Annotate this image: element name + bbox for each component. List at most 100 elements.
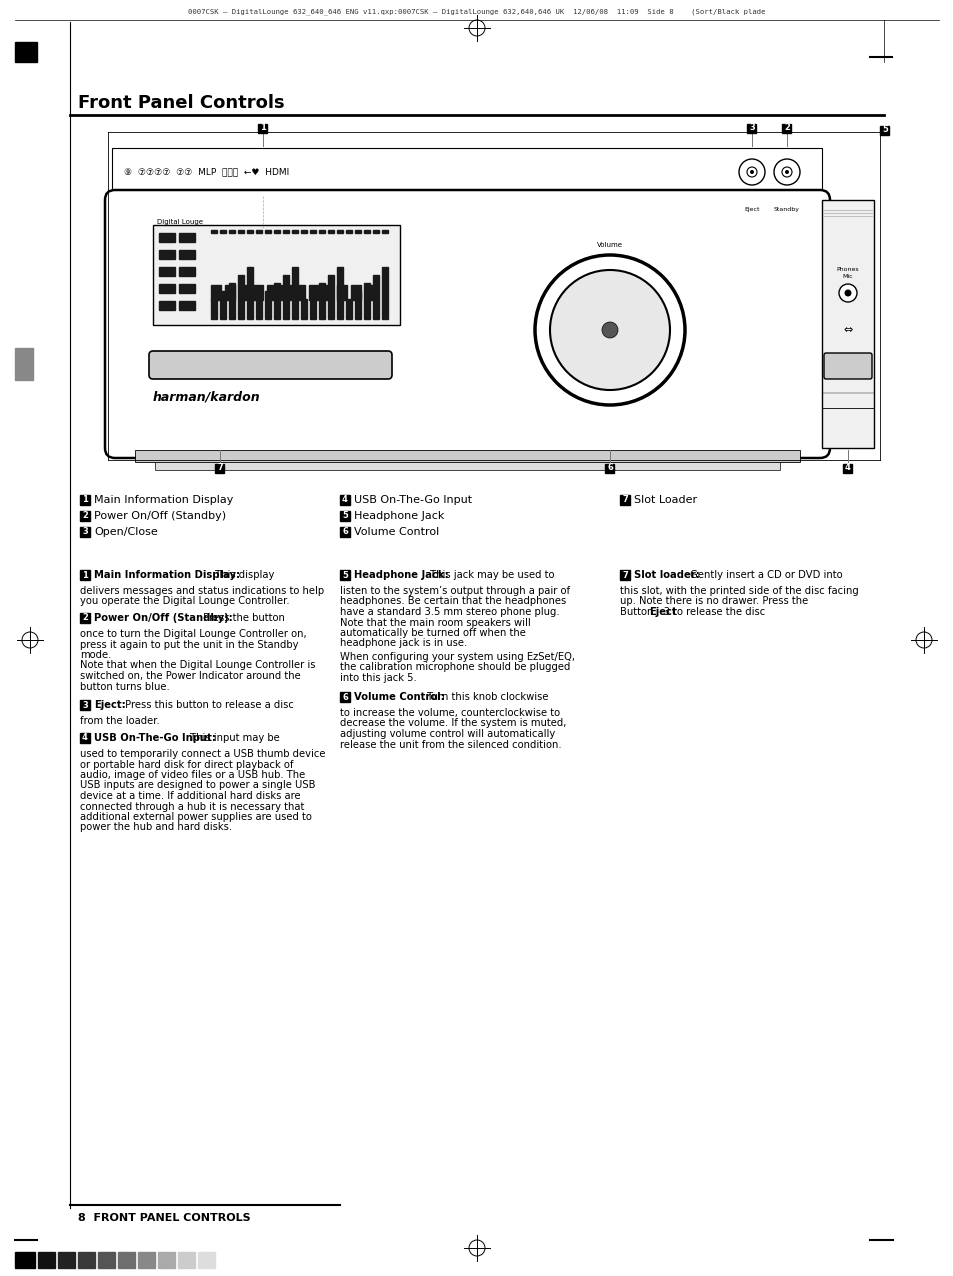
Bar [301, 299, 307, 319]
Text: switched on, the Power Indicator around the: switched on, the Power Indicator around … [80, 671, 300, 681]
Bar [619, 495, 629, 505]
Bar [339, 570, 350, 581]
Bar [255, 299, 262, 319]
Text: mode.: mode. [80, 649, 112, 660]
Bar [364, 283, 370, 319]
Bar [364, 230, 370, 234]
Text: decrease the volume. If the system is muted,: decrease the volume. If the system is mu… [339, 718, 566, 729]
Bar [154, 462, 780, 470]
Text: ⑨  ⑦⑦⑦⑦  ⑦⑦  MLP  ⓃⓂⓃ  ←♥  HDMI: ⑨ ⑦⑦⑦⑦ ⑦⑦ MLP ⓃⓂⓃ ←♥ HDMI [124, 167, 289, 176]
Bar [15, 1252, 35, 1268]
Bar [247, 230, 253, 234]
Text: listen to the system’s output through a pair of: listen to the system’s output through a … [339, 586, 570, 596]
Text: Front Panel Controls: Front Panel Controls [78, 94, 284, 112]
Bar [605, 463, 614, 472]
Bar [283, 230, 289, 234]
Text: 2: 2 [783, 124, 789, 133]
Circle shape [749, 170, 753, 174]
Bar [274, 283, 280, 319]
Text: Eject: Eject [648, 607, 676, 618]
Text: Slot Loader: Slot Loader [634, 495, 697, 505]
Bar [355, 230, 360, 234]
Bar [328, 230, 334, 234]
Text: 5: 5 [882, 125, 887, 134]
Bar [381, 267, 388, 319]
Bar [237, 276, 244, 319]
Bar [118, 1252, 135, 1268]
Bar [220, 291, 226, 319]
Text: Digital Louge: Digital Louge [157, 219, 203, 225]
Bar [179, 234, 194, 242]
Bar [179, 267, 194, 276]
Text: This display: This display [212, 570, 274, 581]
Bar [229, 230, 234, 234]
Text: used to temporarily connect a USB thumb device: used to temporarily connect a USB thumb … [80, 749, 325, 759]
Text: 6: 6 [342, 693, 348, 702]
Bar [339, 495, 350, 505]
Text: 2: 2 [82, 512, 88, 521]
Circle shape [784, 170, 788, 174]
Text: to increase the volume, counterclockwise to: to increase the volume, counterclockwise… [339, 708, 559, 718]
Bar [179, 250, 194, 259]
Bar [265, 291, 271, 319]
Text: additional external power supplies are used to: additional external power supplies are u… [80, 812, 312, 822]
Bar [292, 267, 297, 319]
Text: Slot loader:: Slot loader: [634, 570, 700, 581]
Text: button turns blue.: button turns blue. [80, 681, 170, 692]
Bar [336, 267, 343, 319]
Bar [247, 267, 253, 319]
Text: or portable hard disk for direct playback of: or portable hard disk for direct playbac… [80, 759, 294, 769]
Bar [619, 570, 629, 581]
Text: 7: 7 [217, 463, 223, 472]
Bar [336, 285, 347, 300]
Bar [274, 230, 280, 234]
Text: 4: 4 [342, 495, 348, 504]
Bar [38, 1252, 55, 1268]
Bar [339, 692, 350, 702]
Bar [179, 285, 194, 293]
Bar [179, 301, 194, 310]
Bar [159, 301, 174, 310]
Bar [158, 1252, 174, 1268]
Text: 1: 1 [82, 495, 88, 504]
Bar [294, 285, 305, 300]
Bar [215, 463, 224, 472]
Text: you operate the Digital Lounge Controller.: you operate the Digital Lounge Controlle… [80, 596, 290, 606]
Bar [301, 230, 307, 234]
Circle shape [535, 255, 684, 404]
Bar [58, 1252, 75, 1268]
Bar [373, 276, 378, 319]
Text: delivers messages and status indications to help: delivers messages and status indications… [80, 586, 324, 596]
Text: Power On/Off (Standby): Power On/Off (Standby) [94, 510, 226, 521]
Bar [781, 124, 791, 133]
Bar [15, 42, 37, 63]
Bar [80, 570, 90, 581]
Bar [346, 299, 352, 319]
Bar [281, 285, 291, 300]
Text: 3: 3 [82, 527, 88, 536]
Bar [351, 285, 360, 300]
Bar [880, 125, 888, 134]
Bar [292, 230, 297, 234]
Bar [80, 701, 90, 709]
Bar [258, 124, 267, 133]
Bar [80, 612, 90, 623]
Text: Volume: Volume [597, 242, 622, 248]
Bar [159, 285, 174, 293]
Bar [365, 285, 375, 300]
Circle shape [550, 271, 669, 390]
Bar [355, 291, 360, 319]
Text: have a standard 3.5 mm stereo phone plug.: have a standard 3.5 mm stereo phone plug… [339, 607, 559, 618]
Bar [159, 250, 174, 259]
Text: 6: 6 [342, 527, 348, 536]
Text: the calibration microphone should be plugged: the calibration microphone should be plu… [339, 662, 570, 672]
FancyBboxPatch shape [105, 190, 829, 458]
Bar [318, 230, 325, 234]
Bar [80, 510, 90, 521]
Text: Main Information Display: Main Information Display [94, 495, 233, 505]
Bar [265, 230, 271, 234]
Text: press it again to put the unit in the Standby: press it again to put the unit in the St… [80, 639, 298, 649]
Text: 6: 6 [606, 463, 612, 472]
Bar [267, 285, 276, 300]
Bar [237, 230, 244, 234]
